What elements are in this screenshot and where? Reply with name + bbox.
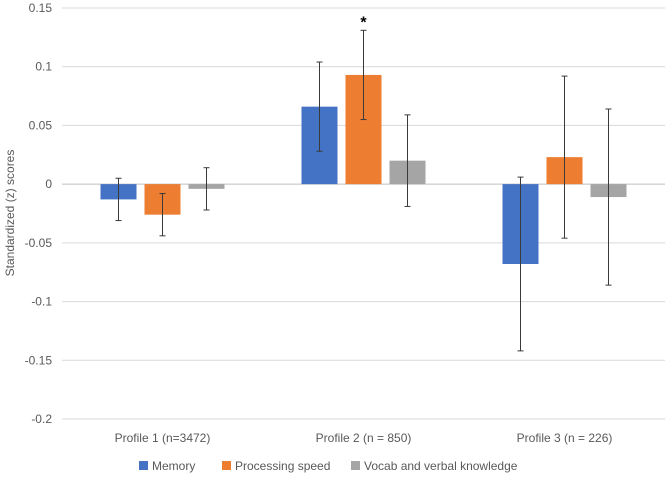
legend-swatch [351, 461, 360, 470]
legend-label: Memory [152, 459, 195, 473]
y-axis-title: Standardized (z) scores [3, 150, 17, 277]
error-bar [605, 108, 612, 286]
legend-swatch [139, 461, 148, 470]
legend-item: Vocab and verbal knowledge [351, 459, 518, 473]
y-tick-label: -0.1 [31, 295, 52, 309]
error-bar [561, 75, 568, 239]
legend: Memory Processing speed Vocab and verbal k… [139, 459, 518, 473]
y-axis-ticks: 0.15 0.1 0.05 0 -0.05 -0.1 -0.15 -0.2 [25, 1, 53, 426]
y-tick-label: 0.05 [29, 118, 53, 132]
y-tick-label: 0.15 [29, 1, 53, 15]
annotations: * [360, 14, 367, 31]
y-tick-label: -0.15 [25, 353, 53, 367]
error-bar [316, 61, 323, 152]
y-tick-label: -0.05 [25, 236, 53, 250]
error-bar [159, 193, 166, 237]
legend-item: Memory [139, 459, 195, 473]
legend-swatch [222, 461, 231, 470]
legend-label: Processing speed [235, 459, 330, 473]
error-bar [404, 114, 411, 207]
error-bar [203, 167, 210, 211]
error-bar [360, 29, 367, 121]
error-bar [517, 176, 524, 352]
y-tick-label: -0.2 [31, 412, 52, 426]
error-bars [115, 29, 612, 352]
x-axis-categories: Profile 1 (n=3472) Profile 2 (n = 850) Pro… [115, 431, 613, 445]
error-bar [115, 177, 122, 222]
x-category-label: Profile 3 (n = 226) [517, 431, 613, 445]
legend-label: Vocab and verbal knowledge [364, 459, 518, 473]
x-category-label: Profile 2 (n = 850) [316, 431, 412, 445]
y-tick-label: 0 [45, 177, 52, 191]
y-tick-label: 0.1 [35, 60, 52, 74]
significance-asterisk: * [360, 14, 367, 31]
x-category-label: Profile 1 (n=3472) [115, 431, 211, 445]
legend-item: Processing speed [222, 459, 330, 473]
